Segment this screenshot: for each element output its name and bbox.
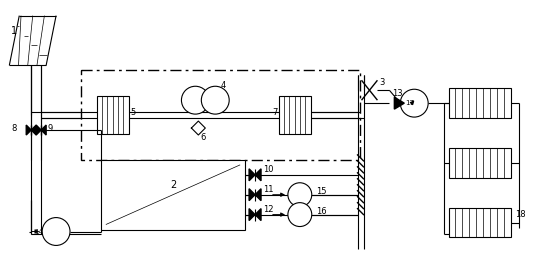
Polygon shape <box>255 209 261 221</box>
Text: 18: 18 <box>515 210 525 219</box>
Text: 15: 15 <box>316 187 326 196</box>
Polygon shape <box>249 209 255 221</box>
Circle shape <box>42 218 70 246</box>
Text: 17: 17 <box>405 100 414 106</box>
Text: 10: 10 <box>263 165 273 174</box>
Polygon shape <box>31 125 36 135</box>
Polygon shape <box>36 125 41 135</box>
Bar <box>97 96 129 134</box>
Polygon shape <box>255 189 261 201</box>
Text: 5: 5 <box>131 108 136 117</box>
Text: 16: 16 <box>316 207 326 216</box>
Circle shape <box>288 203 312 227</box>
Text: 7: 7 <box>272 108 278 117</box>
Polygon shape <box>249 189 255 201</box>
Text: 1: 1 <box>11 25 18 36</box>
Polygon shape <box>255 169 261 181</box>
Circle shape <box>201 86 229 114</box>
Text: 3: 3 <box>380 78 385 87</box>
Bar <box>101 160 245 230</box>
Text: 9: 9 <box>47 124 52 133</box>
Bar <box>81 70 359 160</box>
Text: 8: 8 <box>11 124 17 133</box>
Polygon shape <box>394 97 404 109</box>
Circle shape <box>288 183 312 207</box>
Polygon shape <box>26 125 31 135</box>
Text: 2: 2 <box>170 180 177 190</box>
Bar <box>449 148 511 178</box>
Circle shape <box>182 86 209 114</box>
Text: 13: 13 <box>392 89 403 98</box>
Bar <box>449 88 511 118</box>
Text: 14: 14 <box>34 228 43 234</box>
Circle shape <box>400 89 428 117</box>
Text: 12: 12 <box>263 205 273 214</box>
Text: 4: 4 <box>220 81 225 90</box>
Text: 11: 11 <box>263 185 273 194</box>
Bar <box>279 96 311 134</box>
Polygon shape <box>41 125 46 135</box>
Bar <box>449 208 511 237</box>
Text: 6: 6 <box>200 134 206 143</box>
Polygon shape <box>249 169 255 181</box>
